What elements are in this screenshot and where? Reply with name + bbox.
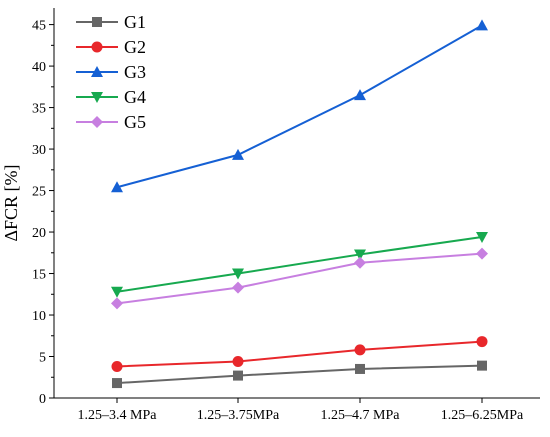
data-point	[232, 281, 244, 294]
legend-item: G2	[76, 37, 146, 57]
series-line	[116, 340, 483, 368]
series-g3	[111, 19, 488, 193]
legend-item: G3	[76, 62, 146, 82]
legend-marker	[91, 41, 103, 53]
data-point	[476, 232, 488, 244]
data-point	[476, 19, 488, 31]
legend-item: G5	[76, 112, 146, 132]
data-point	[354, 249, 366, 261]
legend: G1 G2 G3 G4 G5	[76, 12, 146, 132]
series-line	[116, 24, 483, 189]
data-point	[111, 181, 123, 193]
data-point	[232, 355, 244, 367]
series-line	[116, 364, 483, 385]
y-tick-label: 30	[32, 143, 46, 158]
y-tick-label: 35	[32, 102, 46, 117]
legend-item: G1	[76, 12, 146, 32]
data-point	[232, 148, 244, 160]
x-tick-label: 1.25–6.25MPa	[441, 408, 524, 423]
data-point	[354, 256, 366, 269]
series-line	[116, 252, 483, 305]
legend-label: G3	[124, 62, 146, 82]
legend-marker	[91, 66, 103, 77]
data-point	[111, 360, 123, 372]
y-tick-label: 10	[32, 309, 46, 324]
series-g5	[111, 247, 488, 310]
series-g4	[111, 232, 488, 298]
legend-item: G4	[76, 87, 146, 107]
x-tick-label: 1.25–4.7 MPa	[321, 408, 401, 423]
data-point	[233, 370, 243, 381]
data-point	[111, 297, 123, 310]
series-g2	[111, 336, 488, 372]
data-point	[232, 268, 244, 280]
legend-label: G1	[124, 12, 146, 32]
y-tick-label: 0	[39, 392, 46, 407]
y-tick-label: 25	[32, 185, 46, 200]
y-tick-label: 40	[32, 60, 46, 75]
axes: 0 5 10 15 20 25 30 35 40 45 1.25–3.4 MPa 1.25–3.75M…	[32, 8, 540, 423]
y-tick-label: 5	[39, 351, 46, 366]
legend-label: G5	[124, 112, 146, 132]
data-point	[476, 247, 488, 260]
legend-label: G2	[124, 37, 146, 57]
legend-marker	[91, 92, 103, 103]
legend-marker	[92, 17, 102, 27]
data-point	[477, 360, 487, 371]
y-axis-title: ΔFCR [%]	[1, 164, 21, 241]
data-point	[111, 286, 123, 298]
series-line	[116, 236, 483, 293]
data-point	[354, 89, 366, 101]
data-point	[355, 363, 365, 374]
y-tick-label: 45	[32, 19, 46, 34]
legend-marker	[91, 116, 103, 128]
x-tick-label: 1.25–3.75MPa	[197, 408, 280, 423]
y-tick-label: 15	[32, 268, 46, 283]
data-point	[476, 336, 488, 348]
series-g1	[112, 360, 487, 389]
data-point	[112, 378, 122, 389]
series-layer	[111, 19, 488, 389]
y-tick-label: 20	[32, 226, 46, 241]
data-point	[354, 344, 366, 356]
legend-label: G4	[124, 87, 146, 107]
x-tick-label: 1.25–3.4 MPa	[78, 408, 158, 423]
